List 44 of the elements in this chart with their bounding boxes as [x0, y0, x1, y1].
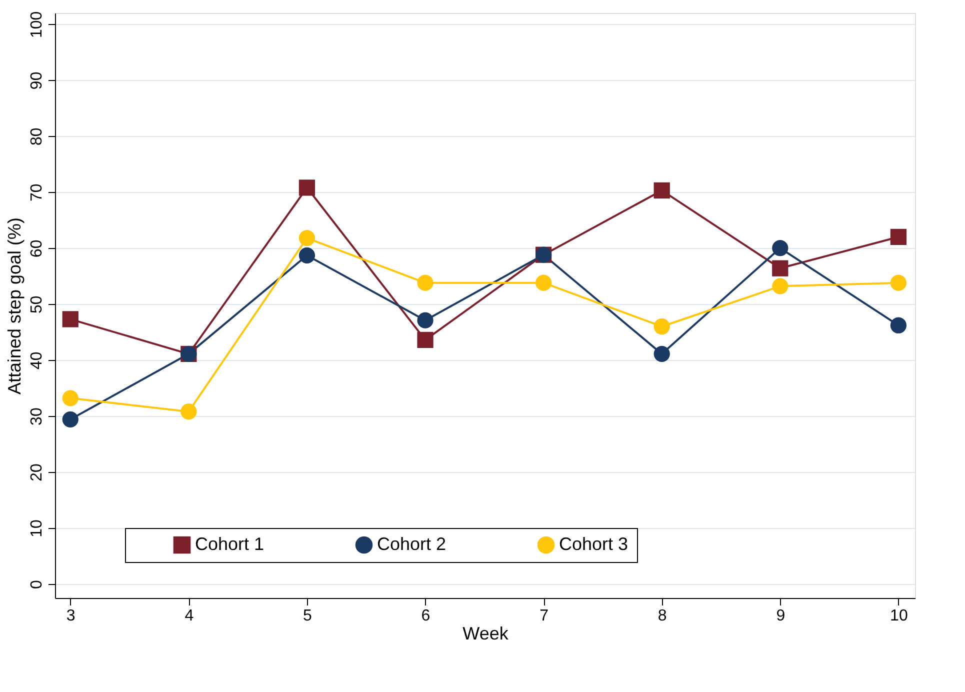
y-tick-label: 30: [28, 408, 46, 426]
point: [180, 404, 197, 420]
point: [654, 346, 670, 362]
x-tick-label: 6: [421, 608, 430, 624]
y-tick-label: 40: [28, 352, 46, 370]
y-tick-label: 100: [28, 11, 46, 38]
y-tick-label: 80: [28, 128, 46, 146]
legend-label: Cohort 2: [377, 534, 446, 554]
x-tick-label: 9: [776, 608, 786, 624]
point: [772, 278, 788, 294]
legend-label: Cohort 1: [195, 534, 264, 554]
y-axis-title: Attained step goal (%): [4, 217, 24, 395]
point: [890, 274, 906, 291]
y-tick-label: 10: [28, 520, 46, 538]
x-tick-label: 3: [66, 608, 76, 624]
point: [654, 182, 670, 199]
point: [298, 247, 316, 264]
y-tick-label: 20: [28, 464, 46, 482]
point: [417, 312, 434, 328]
point: [535, 274, 552, 291]
x-tick-label: 10: [890, 608, 908, 624]
point: [890, 228, 906, 245]
x-tick-label: 7: [540, 608, 549, 624]
x-tick-label: 4: [184, 608, 194, 624]
point: [62, 411, 78, 428]
x-tick-label: 8: [658, 608, 667, 624]
point: [298, 180, 316, 196]
y-tick-label: 60: [28, 240, 46, 258]
legend-label: Cohort 3: [559, 534, 628, 554]
point: [772, 240, 788, 256]
point: [417, 274, 434, 291]
point: [890, 317, 906, 334]
point: [654, 318, 670, 335]
point: [772, 260, 788, 276]
x-tick-label: 5: [303, 608, 312, 624]
point: [62, 390, 78, 406]
y-tick-label: 0: [28, 580, 46, 589]
x-axis-title: Week: [462, 624, 510, 644]
point: [62, 311, 78, 328]
y-tick-label: 90: [28, 72, 46, 90]
point: [417, 332, 434, 348]
point: [298, 230, 316, 246]
y-tick-label: 70: [28, 184, 46, 202]
y-tick-label: 50: [28, 296, 46, 314]
